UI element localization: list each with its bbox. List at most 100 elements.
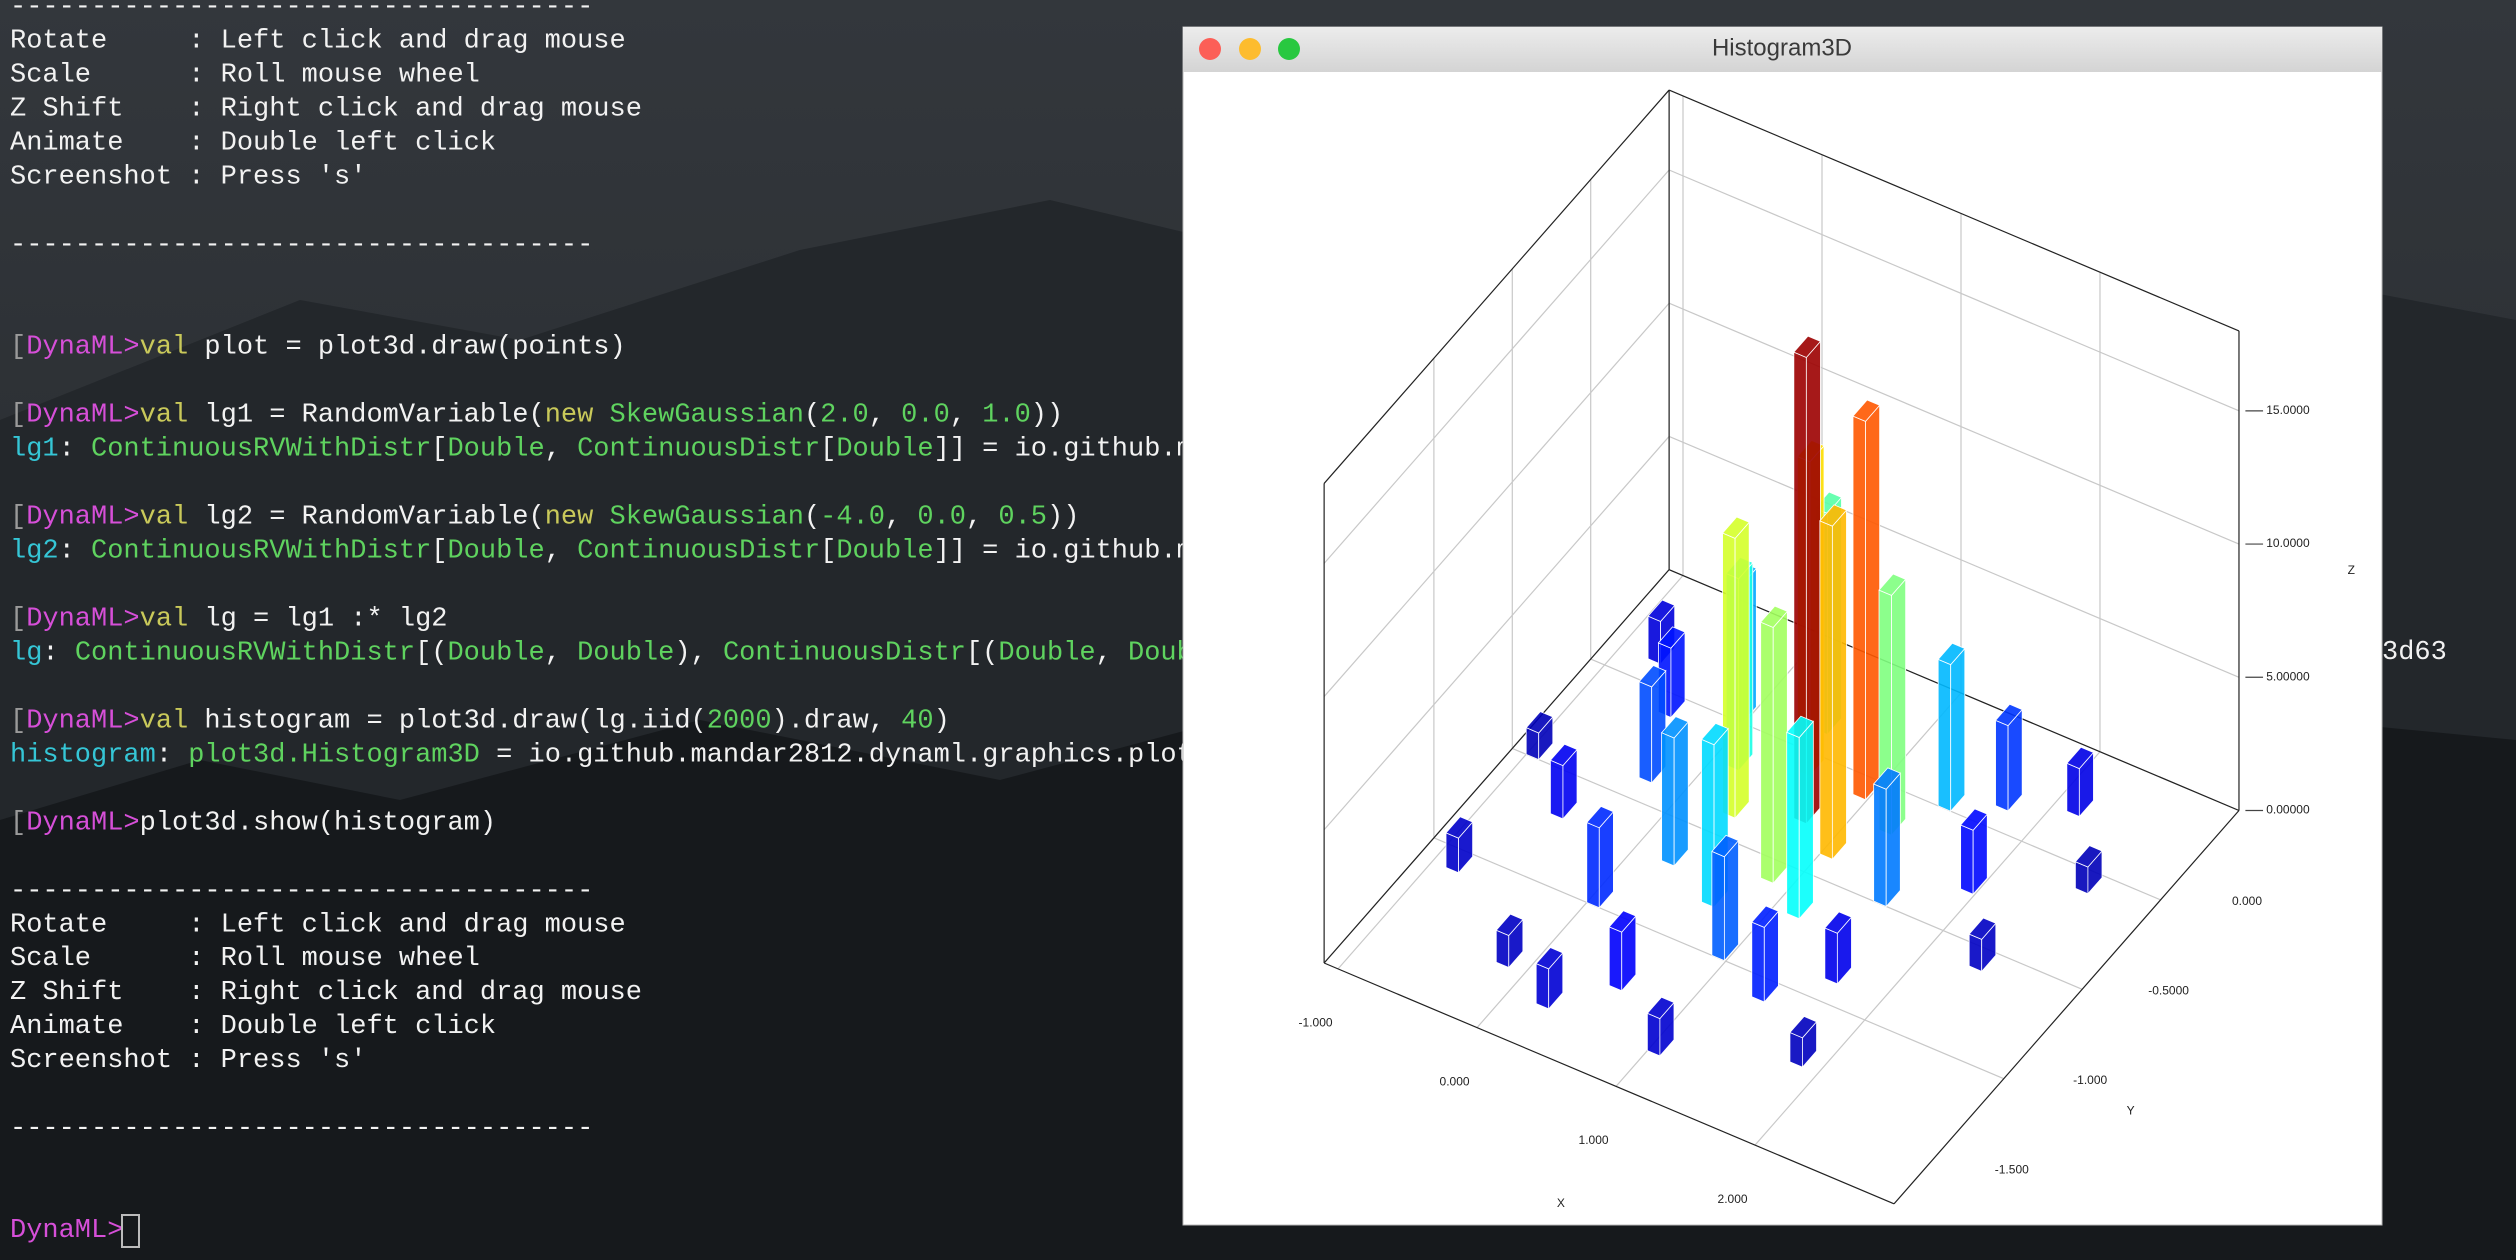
bar-face	[1789, 1031, 1803, 1068]
histogram-bar	[1751, 905, 1780, 1004]
grid-line	[1668, 302, 2240, 545]
bar-top	[1535, 947, 1564, 970]
bar-top	[1495, 913, 1524, 937]
terminal-token: ,	[1096, 638, 1128, 668]
terminal-line: Z Shift : Right click and drag mouse	[10, 978, 642, 1008]
window: Histogram3D -1.000 0.000 1.000 2.000 0.000 -0…	[1182, 26, 2383, 1226]
grid-line	[1323, 302, 1670, 697]
bar-face	[1734, 521, 1750, 820]
terminal-token: DynaML>	[10, 1216, 123, 1246]
terminal-token: ContinuousRVWithDistr	[91, 434, 431, 464]
bar-face	[1760, 621, 1774, 884]
histogram-bar	[1994, 703, 2023, 812]
histogram-bar	[1959, 808, 1988, 896]
z-tick-label: 5.00000	[2266, 669, 2310, 683]
terminal-token: Scale : Roll mouse wheel	[10, 61, 480, 91]
histogram-bar	[1535, 947, 1564, 1010]
bar-top	[1968, 917, 1997, 940]
terminal-token: DynaML>	[26, 400, 139, 430]
bar-top	[1824, 911, 1853, 934]
terminal-token: ------------------------------------	[10, 1114, 593, 1144]
bar-top	[1657, 626, 1686, 649]
histogram-bar	[1549, 743, 1578, 820]
bar-face	[1550, 759, 1564, 820]
terminal-line: DynaML>	[10, 1216, 123, 1246]
terminal-token: [	[431, 536, 447, 566]
terminal-token: 40	[901, 706, 933, 736]
axis-edge	[1323, 569, 1670, 964]
terminal-line: Scale : Roll mouse wheel	[10, 61, 480, 91]
terminal-line: ------------------------------------	[10, 231, 593, 261]
terminal-token: Animate : Double left click	[10, 129, 496, 159]
cursor	[121, 1214, 140, 1248]
terminal-token: :	[59, 434, 91, 464]
x-tick-label: 2.000	[1718, 1192, 1748, 1206]
bar-face	[1995, 719, 2009, 812]
terminal-token: Z Shift : Right click and drag mouse	[10, 95, 642, 125]
bar-face	[1873, 783, 1887, 908]
terminal-text: 3d63	[2382, 638, 2447, 668]
terminal-token: ).draw,	[772, 706, 902, 736]
terminal-token: Double	[577, 638, 674, 668]
window-title: Histogram3D	[1712, 34, 1852, 61]
terminal-line: [DynaML>val lg2 = RandomVariable(new Ske…	[10, 502, 1079, 532]
terminal-token: 2.0	[820, 400, 869, 430]
bar-top	[1608, 910, 1637, 933]
terminal-token: [	[431, 434, 447, 464]
bar-top	[1700, 722, 1729, 746]
bar-face	[1751, 921, 1765, 1003]
histogram-bar	[1495, 913, 1524, 969]
terminal-token: [	[820, 536, 836, 566]
terminal-token: ,	[966, 502, 998, 532]
terminal-token: 1.0	[982, 400, 1031, 430]
terminal-token: = io.github.mandar2812.dynaml.graphics.p…	[480, 740, 1193, 770]
x-axis-label: X	[1557, 1196, 1565, 1210]
terminal-line: Rotate : Left click and drag mouse	[10, 910, 626, 940]
terminal-token: [(	[415, 638, 447, 668]
terminal-token	[593, 400, 609, 430]
terminal-token: ContinuousDistr	[723, 638, 966, 668]
close-button[interactable]	[1199, 38, 1221, 60]
terminal-token: ------------------------------------	[10, 876, 593, 906]
zoom-button[interactable]	[1278, 38, 1300, 60]
terminal-token: 0.0	[901, 400, 950, 430]
terminal-token: Screenshot : Press 's'	[10, 163, 366, 193]
terminal-token: ]] = io.github.m	[934, 536, 1193, 566]
terminal-token: DynaML>	[26, 808, 139, 838]
x-tick-label: -1.000	[1299, 1016, 1333, 1030]
terminal-token: lg1 = RandomVariable(	[188, 400, 544, 430]
terminal-token: Double	[836, 536, 933, 566]
terminal-token: lg	[10, 638, 42, 668]
bar-face	[1950, 647, 1966, 813]
terminal-token: 0.5	[998, 502, 1047, 532]
bar-face	[1495, 929, 1510, 969]
terminal-line: Z Shift : Right click and drag mouse	[10, 95, 642, 125]
terminal-token: [	[10, 502, 26, 532]
terminal-token: plot = plot3d.draw(points)	[188, 332, 625, 362]
histogram-bar	[1786, 715, 1815, 920]
histogram-bar	[1525, 711, 1554, 761]
histogram-bar	[2074, 845, 2103, 895]
terminal-token: histogram = plot3d.draw(lg.iid(	[188, 706, 706, 736]
terminal-token: :	[42, 638, 74, 668]
bar-face	[1661, 732, 1675, 867]
histogram-bar	[2066, 746, 2095, 818]
minimize-button[interactable]	[1239, 38, 1261, 60]
bar-face	[1852, 415, 1866, 801]
bar-face	[1937, 658, 1952, 812]
terminal-token: [(	[966, 638, 998, 668]
terminal-token: Z Shift : Right click and drag mouse	[10, 978, 642, 1008]
histogram-bar	[1660, 716, 1689, 867]
histogram-bar	[1824, 911, 1853, 985]
bar-top	[1711, 834, 1740, 858]
bar-top	[1638, 665, 1667, 688]
terminal-token: Double	[447, 434, 544, 464]
bar-top	[2074, 845, 2103, 868]
terminal-token: val	[140, 706, 189, 736]
terminal-token: ,	[950, 400, 982, 430]
z-tick-label: 10.0000	[2266, 536, 2310, 550]
terminal-token: 0.0	[917, 502, 966, 532]
terminal-line: lg1: ContinuousRVWithDistr[Double, Conti…	[10, 434, 1193, 464]
bar-top	[1937, 642, 1966, 666]
terminal-line: ------------------------------------	[10, 1114, 593, 1144]
